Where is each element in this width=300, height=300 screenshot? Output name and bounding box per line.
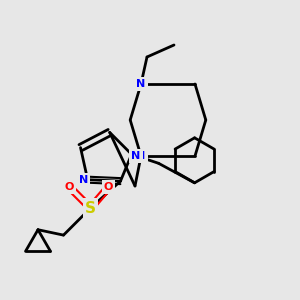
Text: S: S: [85, 201, 96, 216]
Text: N: N: [136, 79, 146, 89]
Text: N: N: [136, 151, 146, 161]
Text: N: N: [131, 151, 141, 161]
Text: N: N: [79, 175, 88, 185]
Text: O: O: [104, 182, 113, 192]
Text: O: O: [65, 182, 74, 192]
